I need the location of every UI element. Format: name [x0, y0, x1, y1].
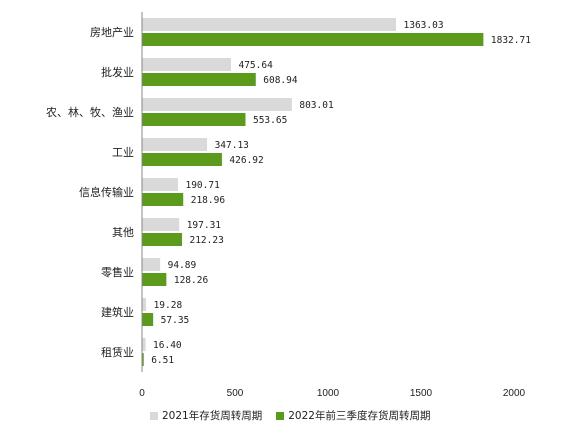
data-label-series-1: 16.40 — [153, 340, 182, 351]
bar-series-2 — [142, 113, 246, 126]
category-label: 工业 — [112, 146, 134, 159]
data-label-series-1: 190.71 — [185, 180, 220, 191]
category-label: 房地产业 — [90, 25, 134, 39]
legend-swatch-2021 — [150, 411, 158, 420]
category-label: 批发业 — [101, 65, 134, 79]
legend: 2021年存货周转周期 2022年前三季度存货周转周期 — [150, 408, 430, 423]
data-label-series-2: 212.23 — [189, 235, 223, 246]
data-label-series-2: 608.94 — [263, 75, 298, 86]
data-label-series-2: 57.35 — [161, 315, 190, 326]
bar-series-1 — [142, 298, 147, 311]
category-label: 建筑业 — [101, 305, 134, 319]
legend-label-2022: 2022年前三季度存货周转周期 — [288, 410, 431, 422]
bar-series-1 — [142, 58, 231, 71]
x-tick-label: 0 — [139, 388, 145, 399]
x-tick-label: 500 — [227, 388, 244, 399]
category-label: 租赁业 — [101, 345, 134, 359]
bar-series-1 — [142, 138, 208, 151]
data-label-series-2: 6.51 — [151, 355, 174, 366]
data-label-series-1: 803.01 — [299, 100, 334, 111]
data-label-series-2: 1832.71 — [491, 35, 531, 46]
bar-series-1 — [142, 218, 180, 231]
data-label-series-2: 218.96 — [191, 195, 226, 206]
category-label: 信息传输业 — [79, 185, 134, 199]
data-label-series-1: 94.89 — [168, 260, 197, 271]
bar-series-2 — [142, 273, 167, 286]
category-label: 零售业 — [101, 265, 134, 279]
data-label-series-2: 128.26 — [174, 275, 209, 286]
bar-series-2 — [142, 193, 184, 206]
legend-item-2021: 2021年存货周转周期 — [150, 408, 262, 423]
bar-series-2 — [142, 313, 154, 326]
legend-label-2021: 2021年存货周转周期 — [162, 410, 263, 422]
data-label-series-2: 553.65 — [253, 115, 287, 126]
data-label-series-1: 475.64 — [238, 60, 273, 71]
x-axis-ticks: 0 500 1000 1500 2000 — [139, 388, 525, 399]
bar-series-2 — [142, 233, 182, 246]
bar-series-2 — [142, 73, 256, 86]
bar-series-2 — [142, 153, 222, 166]
x-tick-label: 1500 — [410, 388, 433, 399]
bar-series-1 — [142, 338, 146, 351]
data-label-series-1: 347.13 — [215, 140, 249, 151]
legend-item-2022: 2022年前三季度存货周转周期 — [276, 408, 430, 423]
data-label-series-1: 1363.03 — [404, 20, 444, 31]
category-label: 农、林、牧、渔业 — [46, 105, 134, 119]
data-label-series-2: 426.92 — [229, 155, 263, 166]
bar-series-2 — [142, 33, 484, 46]
data-label-series-1: 19.28 — [154, 300, 183, 311]
x-tick-label: 2000 — [503, 388, 526, 399]
bar-series-1 — [142, 258, 161, 271]
bar-series-1 — [142, 178, 178, 191]
bars-group — [142, 18, 484, 366]
bar-series-1 — [142, 18, 397, 31]
data-label-series-1: 197.31 — [187, 220, 222, 231]
bar-series-1 — [142, 98, 292, 111]
legend-swatch-2022 — [276, 411, 285, 420]
bar-series-2 — [142, 353, 144, 366]
x-tick-label: 1000 — [317, 388, 340, 399]
category-label: 其他 — [112, 226, 134, 239]
value-labels: 1363.03 1832.71 475.64 608.94 803.01 553.65 34… — [151, 20, 531, 366]
